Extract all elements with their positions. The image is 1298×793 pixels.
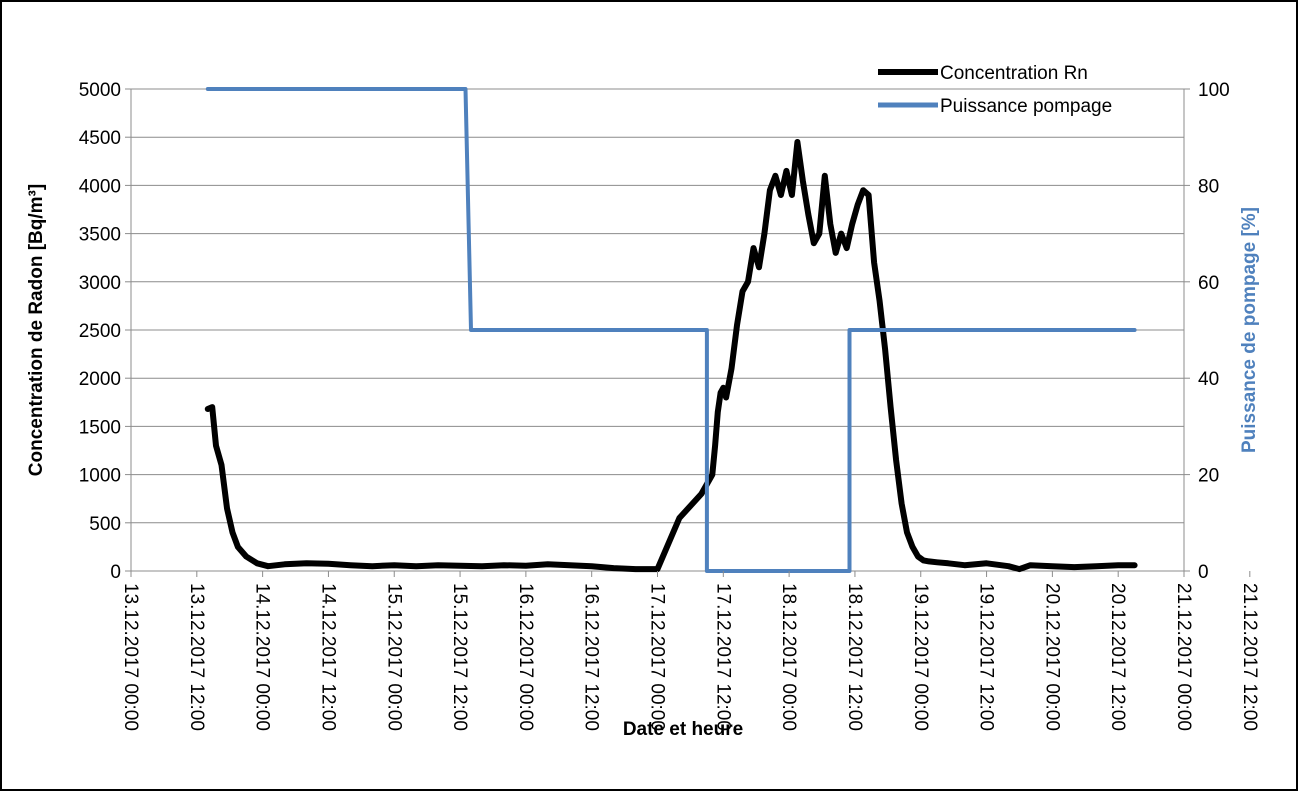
legend-label-puissance-pompage: Puissance pompage xyxy=(940,96,1112,117)
y-left-tick-label-4: 2000 xyxy=(79,369,121,390)
x-tick-label-7: 16.12.2017 12:00 xyxy=(581,583,602,731)
x-tick-label-4: 15.12.2017 00:00 xyxy=(383,583,404,731)
y-right-tick-label-3: 60 xyxy=(1198,273,1219,294)
y-left-tick-label-7: 3500 xyxy=(79,225,121,246)
legend-label-concentration-rn: Concentration Rn xyxy=(940,63,1088,84)
y-right-tick-label-4: 80 xyxy=(1198,176,1219,197)
y-left-tick-label-2: 1000 xyxy=(79,466,121,487)
axes xyxy=(125,88,1251,577)
x-tick-label-0: 13.12.2017 00:00 xyxy=(120,583,141,731)
y-axis-left-title: Concentration de Radon [Bq/m³] xyxy=(26,184,47,476)
x-tick-label-1: 13.12.2017 12:00 xyxy=(186,583,207,731)
tick-labels: 0500100015002000250030003500400045005000… xyxy=(79,80,1260,731)
y-left-tick-label-5: 2500 xyxy=(79,321,121,342)
x-tick-label-2: 14.12.2017 00:00 xyxy=(252,583,273,731)
y-axis-right-title: Puissance de pompage [%] xyxy=(1239,207,1260,453)
x-tick-label-3: 14.12.2017 12:00 xyxy=(317,583,338,731)
series-line-1 xyxy=(205,87,1137,573)
y-left-tick-label-6: 3000 xyxy=(79,273,121,294)
x-tick-label-15: 20.12.2017 12:00 xyxy=(1107,583,1128,731)
x-tick-label-17: 21.12.2017 12:00 xyxy=(1239,583,1260,731)
x-tick-label-8: 17.12.2017 00:00 xyxy=(647,583,668,731)
y-right-tick-label-5: 100 xyxy=(1198,80,1230,101)
x-tick-label-14: 20.12.2017 00:00 xyxy=(1041,583,1062,731)
y-right-tick-label-2: 40 xyxy=(1198,369,1219,390)
legend: Concentration Rn Puissance pompage xyxy=(878,63,1112,117)
y-left-tick-label-8: 4000 xyxy=(79,176,121,197)
y-left-tick-label-9: 4500 xyxy=(79,128,121,149)
series-lines xyxy=(204,87,1138,573)
y-right-tick-label-1: 20 xyxy=(1198,466,1219,487)
x-tick-label-16: 21.12.2017 00:00 xyxy=(1173,583,1194,731)
y-left-tick-label-3: 1500 xyxy=(79,417,121,438)
x-tick-label-13: 19.12.2017 12:00 xyxy=(976,583,997,731)
y-right-tick-label-0: 0 xyxy=(1198,562,1209,583)
x-tick-label-6: 16.12.2017 00:00 xyxy=(515,583,536,731)
y-left-tick-label-0: 0 xyxy=(110,562,121,583)
y-left-tick-label-10: 5000 xyxy=(79,80,121,101)
x-tick-label-10: 18.12.2017 00:00 xyxy=(778,583,799,731)
series-line-0 xyxy=(204,139,1138,573)
x-axis-title: Date et heure xyxy=(623,719,743,740)
x-tick-label-5: 15.12.2017 12:00 xyxy=(449,583,470,731)
x-tick-label-12: 19.12.2017 00:00 xyxy=(910,583,931,731)
x-tick-label-9: 17.12.2017 12:00 xyxy=(712,583,733,731)
x-tick-label-11: 18.12.2017 12:00 xyxy=(844,583,865,731)
y-left-tick-label-1: 500 xyxy=(89,514,121,535)
